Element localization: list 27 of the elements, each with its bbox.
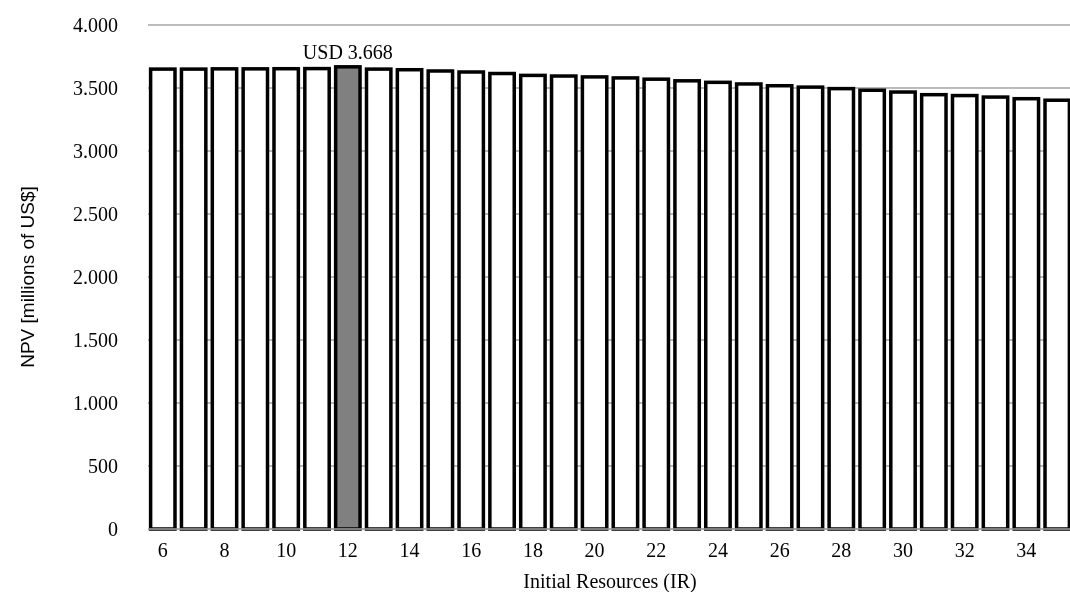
y-tick-label: 3.000 (73, 140, 118, 162)
y-tick-label: 0 (108, 518, 118, 540)
x-tick-label: 20 (584, 539, 605, 561)
x-tick-label: 34 (1016, 539, 1037, 561)
x-tick-label: 18 (522, 539, 543, 561)
y-tick-label: 2.000 (73, 266, 118, 288)
x-tick-label: 22 (646, 539, 667, 561)
x-tick-label: 6 (157, 539, 168, 561)
y-tick-label: 1.000 (73, 392, 118, 414)
y-tick-label: 1.500 (73, 329, 118, 351)
x-tick-label: 10 (276, 539, 297, 561)
annotation: USD 3.668 (302, 40, 393, 63)
x-tick-label: 28 (831, 539, 852, 561)
y-tick-label: 4.000 (73, 14, 118, 36)
x-tick-label: 30 (892, 539, 913, 561)
x-tick-label: 16 (461, 539, 482, 561)
y-tick-label: 2.500 (73, 203, 118, 225)
y-axis-title: NPV [millions of US$] (17, 186, 38, 368)
x-tick-label: 24 (707, 539, 728, 561)
x-axis-title: Initial Resources (IR) (523, 570, 697, 592)
x-tick-label: 26 (769, 539, 790, 561)
y-tick-label: 500 (88, 455, 118, 477)
x-tick-label: 12 (337, 539, 358, 561)
x-tick-label: 32 (954, 539, 975, 561)
x-tick-label: 14 (399, 539, 420, 561)
x-tick-label: 8 (219, 539, 230, 561)
y-tick-label: 3.500 (73, 77, 118, 99)
